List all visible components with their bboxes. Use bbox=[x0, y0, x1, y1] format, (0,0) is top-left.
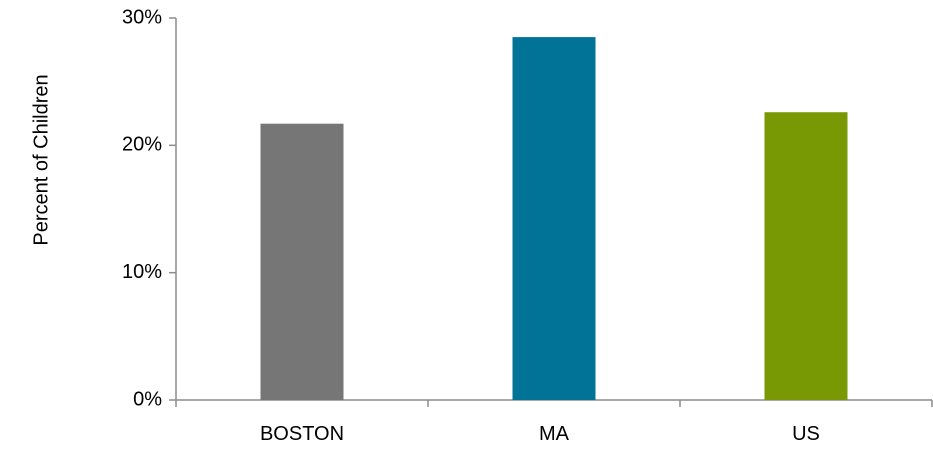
x-tick-label: BOSTON bbox=[260, 423, 344, 445]
y-tick-label: 30% bbox=[122, 6, 162, 28]
y-tick-label: 20% bbox=[122, 134, 162, 156]
bar-ma bbox=[512, 37, 596, 400]
bar-boston bbox=[260, 123, 344, 400]
y-tick-labels: 0% 10% 20% 30% bbox=[122, 6, 162, 410]
y-axis-title: Percent of Children bbox=[30, 74, 52, 245]
y-tick-label: 10% bbox=[122, 261, 162, 283]
bar-us bbox=[764, 112, 848, 400]
y-tick-label: 0% bbox=[133, 388, 162, 410]
x-tick-label: MA bbox=[539, 423, 570, 445]
x-tick-label: US bbox=[792, 423, 820, 445]
x-tick-labels: BOSTON MA US bbox=[260, 423, 820, 445]
bars bbox=[260, 37, 848, 400]
